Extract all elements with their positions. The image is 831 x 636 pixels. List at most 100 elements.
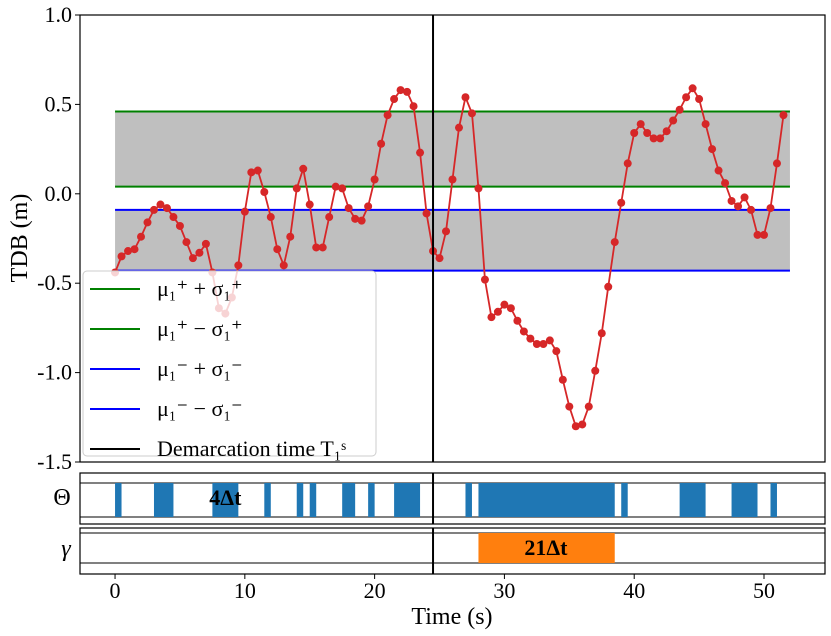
data-point: [636, 120, 645, 129]
main-plot-panel: 1.0 0.5 0.0 -0.5 -1.0 -1.5 TDB (m): [7, 2, 826, 474]
theta-segment: [342, 483, 356, 517]
data-point: [552, 347, 561, 356]
data-point: [695, 95, 704, 104]
legend-box: [82, 270, 377, 457]
data-point: [532, 339, 541, 348]
data-point: [701, 120, 710, 129]
theta-frame-outer: [79, 472, 826, 525]
data-point: [623, 159, 632, 168]
data-point: [325, 213, 334, 222]
x-tick-label: 50: [753, 578, 775, 603]
x-tick-label: 40: [623, 578, 645, 603]
gamma-frame-outer: [79, 527, 826, 575]
data-point: [597, 329, 606, 338]
data-point: [500, 300, 509, 309]
data-point: [526, 334, 535, 343]
data-point: [474, 184, 483, 193]
data-point: [721, 179, 730, 188]
theta-segment: [621, 483, 628, 517]
theta-segment: [465, 483, 472, 517]
data-point: [442, 227, 451, 236]
data-point: [338, 184, 347, 193]
data-point: [545, 336, 554, 345]
theta-segment: [296, 483, 304, 517]
data-point: [493, 307, 502, 316]
theta-annotation: 4Δt: [209, 485, 242, 510]
x-tick-label: 10: [234, 578, 256, 603]
data-point: [747, 205, 756, 214]
data-point: [461, 93, 470, 102]
gamma-axis-label: γ: [61, 536, 71, 562]
x-tick-label: 0: [110, 578, 121, 603]
data-point: [370, 175, 379, 184]
data-point: [299, 164, 308, 173]
data-point: [409, 102, 418, 111]
main-plot-frame: [79, 14, 826, 463]
data-point: [688, 84, 697, 93]
data-point: [390, 95, 399, 104]
data-point: [253, 166, 262, 175]
x-axis-label: Time (s): [411, 604, 492, 630]
data-point: [292, 184, 301, 193]
data-point: [467, 109, 476, 118]
data-point: [143, 218, 152, 227]
data-point: [682, 93, 691, 102]
data-point: [565, 402, 574, 411]
data-point: [182, 238, 191, 247]
data-point: [188, 254, 197, 263]
data-point: [584, 402, 593, 411]
data-point: [656, 134, 665, 143]
data-point: [662, 127, 671, 136]
data-point: [714, 166, 723, 175]
data-point: [130, 245, 139, 254]
data-point: [162, 204, 171, 213]
data-point: [643, 129, 652, 138]
theta-axis-label: Θ: [53, 485, 70, 511]
data-point: [448, 175, 457, 184]
data-point: [578, 420, 587, 429]
theta-segment: [309, 483, 317, 517]
y-tick-label: -1.5: [37, 449, 72, 474]
data-point: [169, 213, 178, 222]
data-point: [753, 230, 762, 239]
theta-segment: [264, 483, 271, 517]
data-point: [740, 193, 749, 202]
data-point: [480, 275, 489, 284]
band-fill-2: [115, 209, 790, 271]
theta-panel: 4Δt Θ: [53, 472, 826, 525]
data-point: [383, 111, 392, 120]
data-point: [286, 232, 295, 241]
data-point: [506, 304, 515, 313]
theta-segment: [115, 483, 122, 517]
data-point: [357, 216, 366, 225]
data-point: [175, 221, 184, 230]
theta-segment: [731, 483, 758, 517]
legend-label: μ₁⁺ − σ₁⁺: [157, 316, 243, 341]
data-point: [591, 366, 600, 375]
x-tick-label: 20: [364, 578, 386, 603]
data-point: [513, 316, 522, 325]
data-point: [279, 261, 288, 270]
theta-segment: [394, 483, 421, 517]
y-tick-label: 0.0: [45, 181, 73, 206]
legend-label: μ₁⁻ − σ₁⁻: [157, 396, 243, 421]
data-point: [649, 134, 658, 143]
data-point: [403, 87, 412, 96]
data-point: [305, 200, 314, 209]
data-point: [156, 200, 165, 209]
data-point: [519, 327, 528, 336]
gamma-annotation: 21Δt: [524, 535, 568, 560]
theta-segment: [770, 483, 777, 517]
data-point: [240, 207, 249, 216]
gamma-panel: 21Δt γ: [61, 527, 826, 575]
legend-label: Demarcation time T₁ˢ: [157, 436, 346, 461]
data-point: [610, 238, 619, 247]
legend: μ₁⁺ + σ₁⁺ μ₁⁺ − σ₁⁺ μ₁⁻ + σ₁⁻ μ₁⁻ − σ₁⁻ Dema…: [82, 270, 377, 461]
data-point: [422, 209, 431, 218]
y-tick-label: -1.0: [37, 360, 72, 385]
data-point: [247, 168, 256, 177]
data-point: [617, 198, 626, 207]
data-point: [124, 247, 133, 256]
data-point: [734, 202, 743, 211]
